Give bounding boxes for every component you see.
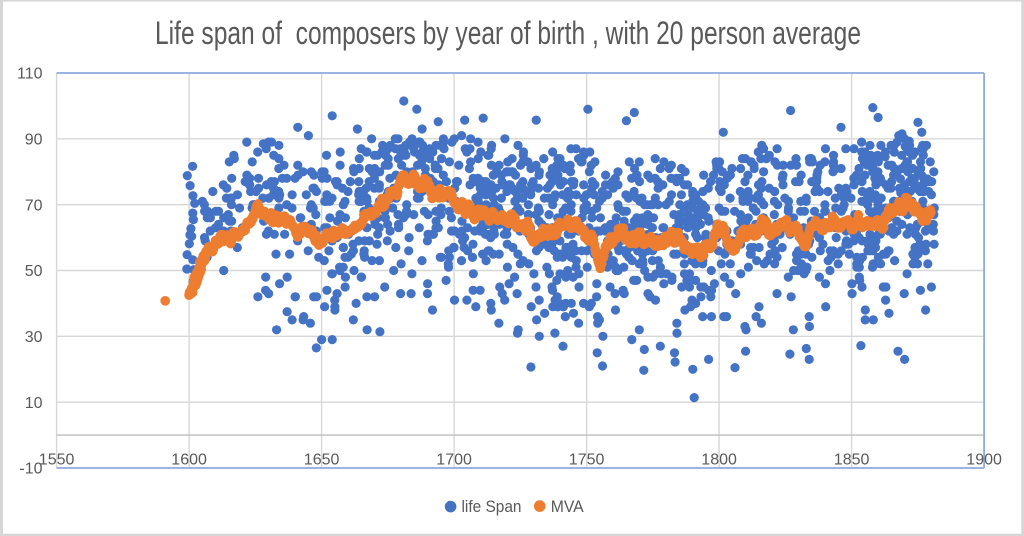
- svg-text:1750: 1750: [569, 452, 605, 469]
- svg-text:1600: 1600: [171, 452, 207, 469]
- svg-text:life Span: life Span: [462, 497, 522, 516]
- svg-text:70: 70: [25, 197, 43, 214]
- svg-text:1850: 1850: [834, 452, 870, 469]
- svg-text:-10: -10: [19, 461, 42, 478]
- svg-text:1800: 1800: [701, 452, 737, 469]
- svg-text:MVA: MVA: [551, 497, 585, 516]
- svg-text:90: 90: [25, 132, 43, 149]
- svg-text:110: 110: [17, 66, 43, 83]
- svg-text:50: 50: [25, 263, 43, 280]
- svg-text:10: 10: [25, 395, 43, 412]
- svg-text:1700: 1700: [436, 452, 472, 469]
- svg-text:1550: 1550: [39, 452, 75, 469]
- svg-text:Life span of composers by yea: Life span of composers by year of birth …: [155, 15, 861, 51]
- svg-text:1900: 1900: [966, 452, 1002, 469]
- svg-text:30: 30: [25, 329, 43, 346]
- svg-text:1650: 1650: [304, 452, 340, 469]
